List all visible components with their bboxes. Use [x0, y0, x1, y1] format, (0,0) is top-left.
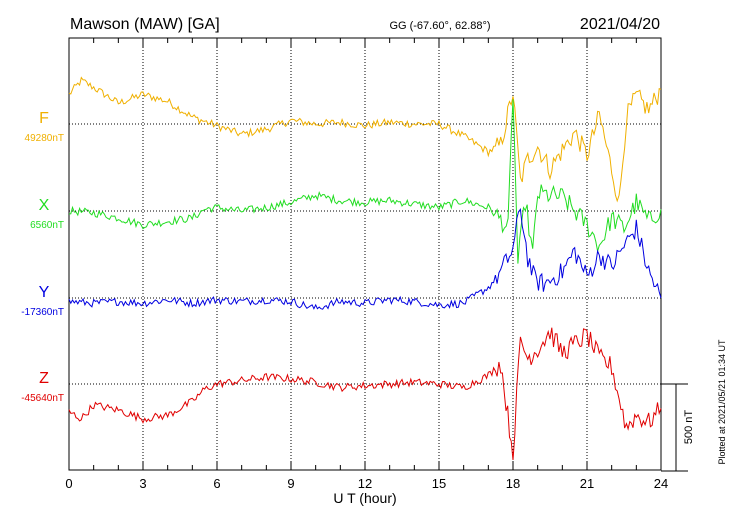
series-z-baseline-label: -45640nT [21, 393, 64, 404]
scale-bar-label: 500 nT [683, 410, 695, 445]
series-x-baseline-label: 6560nT [30, 220, 64, 231]
series-y-name: Y [39, 284, 50, 301]
scale-bar: 500 nT [661, 383, 695, 472]
series-f-trace [68, 76, 662, 203]
x-tick-label-9: 9 [287, 476, 294, 491]
x-ticks [68, 38, 662, 470]
x-tick-label-12: 12 [358, 476, 372, 491]
series-x-name: X [39, 197, 50, 214]
coordinates-label: GG (-67.60°, 62.88°) [389, 20, 490, 32]
series-y-baseline-label: -17360nT [21, 307, 64, 318]
x-tick-labels: 0 3 6 9 12 15 18 21 24 [65, 476, 668, 491]
series-group [68, 76, 662, 461]
series-f-baseline-label: 49280nT [25, 133, 64, 144]
x-tick-label-0: 0 [65, 476, 72, 491]
series-f-name: F [39, 110, 49, 127]
series-y-trace [68, 208, 662, 310]
station-title: Mawson (MAW) [GA] [70, 16, 220, 33]
series-labels: F 49280nT X 6560nT Y -17360nT Z -45640nT [21, 110, 64, 404]
x-tick-label-21: 21 [580, 476, 594, 491]
x-tick-label-15: 15 [432, 476, 446, 491]
series-x-trace [68, 99, 662, 264]
x-tick-label-6: 6 [213, 476, 220, 491]
x-axis-label: U T (hour) [333, 490, 396, 506]
plotted-note: Plotted at 2021/05/21 01:34 UT [717, 339, 727, 465]
series-z-trace [68, 327, 662, 461]
x-tick-label-3: 3 [139, 476, 146, 491]
x-tick-label-18: 18 [506, 476, 520, 491]
date-label: 2021/04/20 [580, 16, 660, 33]
series-z-name: Z [39, 370, 49, 387]
x-tick-label-24: 24 [654, 476, 668, 491]
